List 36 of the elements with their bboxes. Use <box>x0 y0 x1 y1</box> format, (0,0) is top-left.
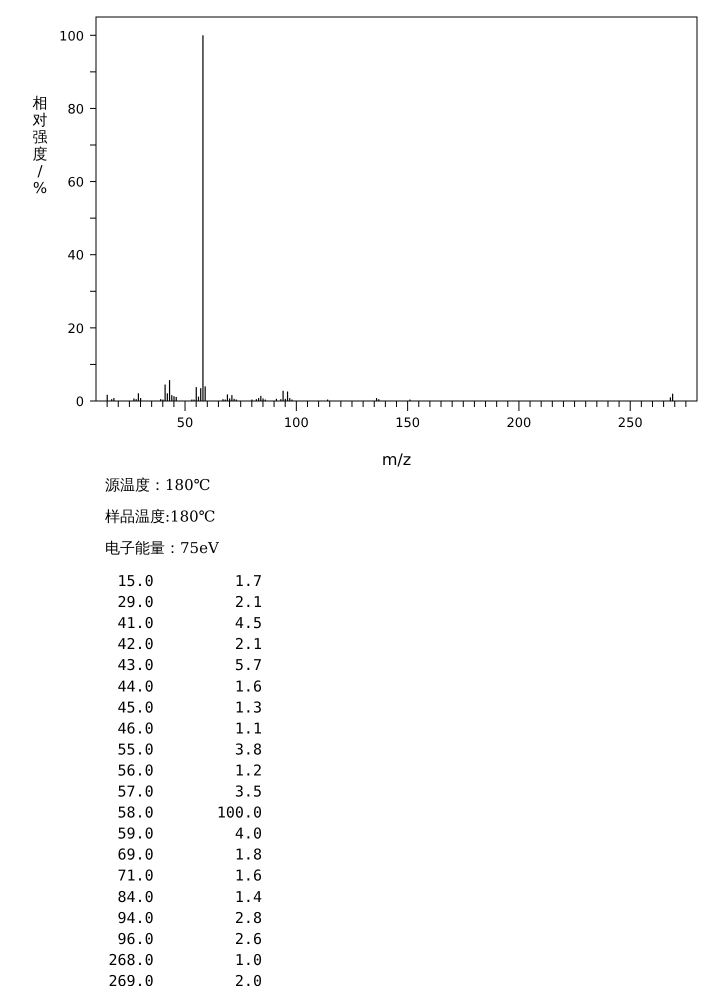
text: 源温度：180℃ <box>105 476 210 494</box>
text: 电子能量：75eV <box>105 539 220 557</box>
x-tick-label: 250 <box>618 416 643 431</box>
text: 55.0 3.8 <box>108 740 262 758</box>
x-tick-label: 150 <box>395 416 420 431</box>
text: 71.0 1.6 <box>108 866 262 885</box>
text: 59.0 4.0 <box>108 824 262 843</box>
y-tick-label: 40 <box>67 248 84 264</box>
text: 269.0 2.0 <box>108 972 262 986</box>
text: 42.0 2.1 <box>108 635 262 654</box>
text: 44.0 1.6 <box>108 677 262 696</box>
y-tick-label: 0 <box>76 395 84 410</box>
text: 94.0 2.8 <box>108 908 262 927</box>
x-axis-title: m/z <box>382 450 412 469</box>
y-axis-title: 相对强度/% <box>32 94 48 197</box>
text: 58.0 100.0 <box>108 804 262 822</box>
x-tick-label: 100 <box>284 416 309 431</box>
text: 268.0 1.0 <box>108 950 262 969</box>
text: 样品温度:180℃ <box>105 508 216 526</box>
text: 15.0 1.7 <box>108 572 262 590</box>
text: 43.0 5.7 <box>108 656 262 674</box>
text: 46.0 1.1 <box>108 719 262 738</box>
text: 69.0 1.8 <box>108 846 262 864</box>
x-tick-label: 50 <box>176 416 194 431</box>
text: 84.0 1.4 <box>108 888 262 906</box>
text: 57.0 3.5 <box>108 782 262 800</box>
x-tick-label: 200 <box>506 416 532 431</box>
y-tick-label: 100 <box>59 29 84 44</box>
text: 56.0 1.2 <box>108 761 262 780</box>
text: 41.0 4.5 <box>108 614 262 632</box>
y-tick-label: 80 <box>67 102 84 118</box>
text: 29.0 2.1 <box>108 593 262 612</box>
y-tick-label: 60 <box>67 176 84 191</box>
text: 45.0 1.3 <box>108 698 262 716</box>
y-tick-label: 20 <box>67 322 84 337</box>
text: 96.0 2.6 <box>108 930 262 948</box>
